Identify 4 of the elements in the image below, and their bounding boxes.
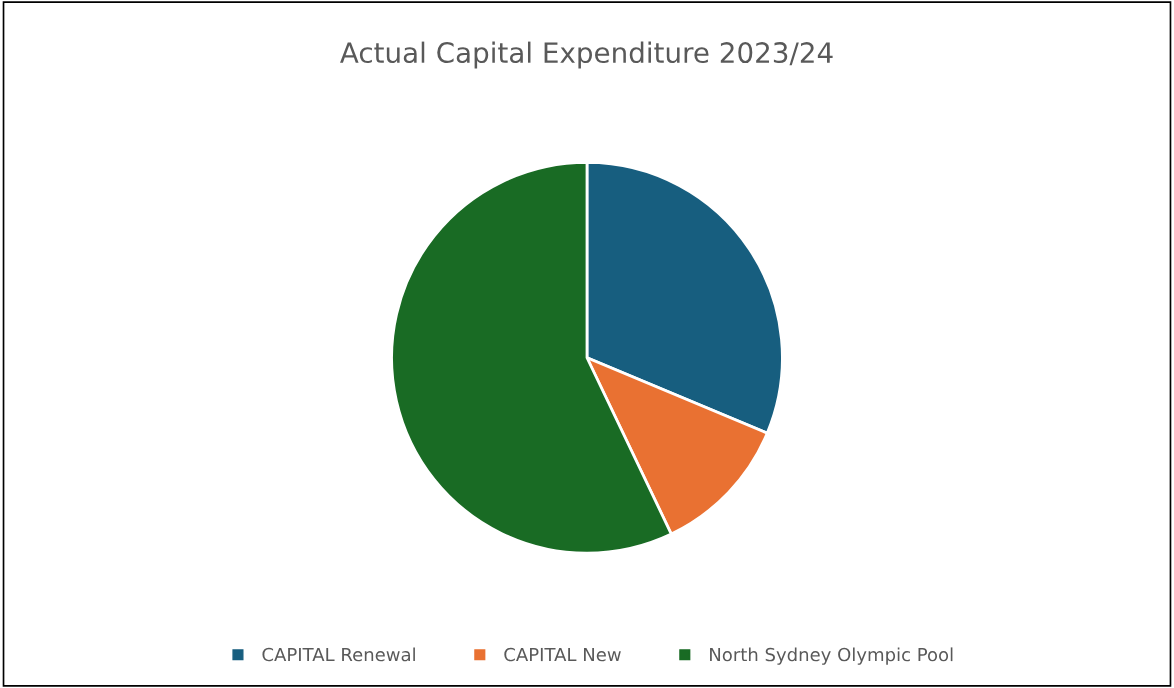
- legend-label: CAPITAL New: [504, 647, 621, 662]
- legend-label: North Sydney Olympic Pool: [710, 647, 953, 665]
- legend-label: CAPITAL Renewal: [262, 647, 415, 662]
- chart-title: Actual Capital Expenditure 2023/24: [340, 41, 833, 69]
